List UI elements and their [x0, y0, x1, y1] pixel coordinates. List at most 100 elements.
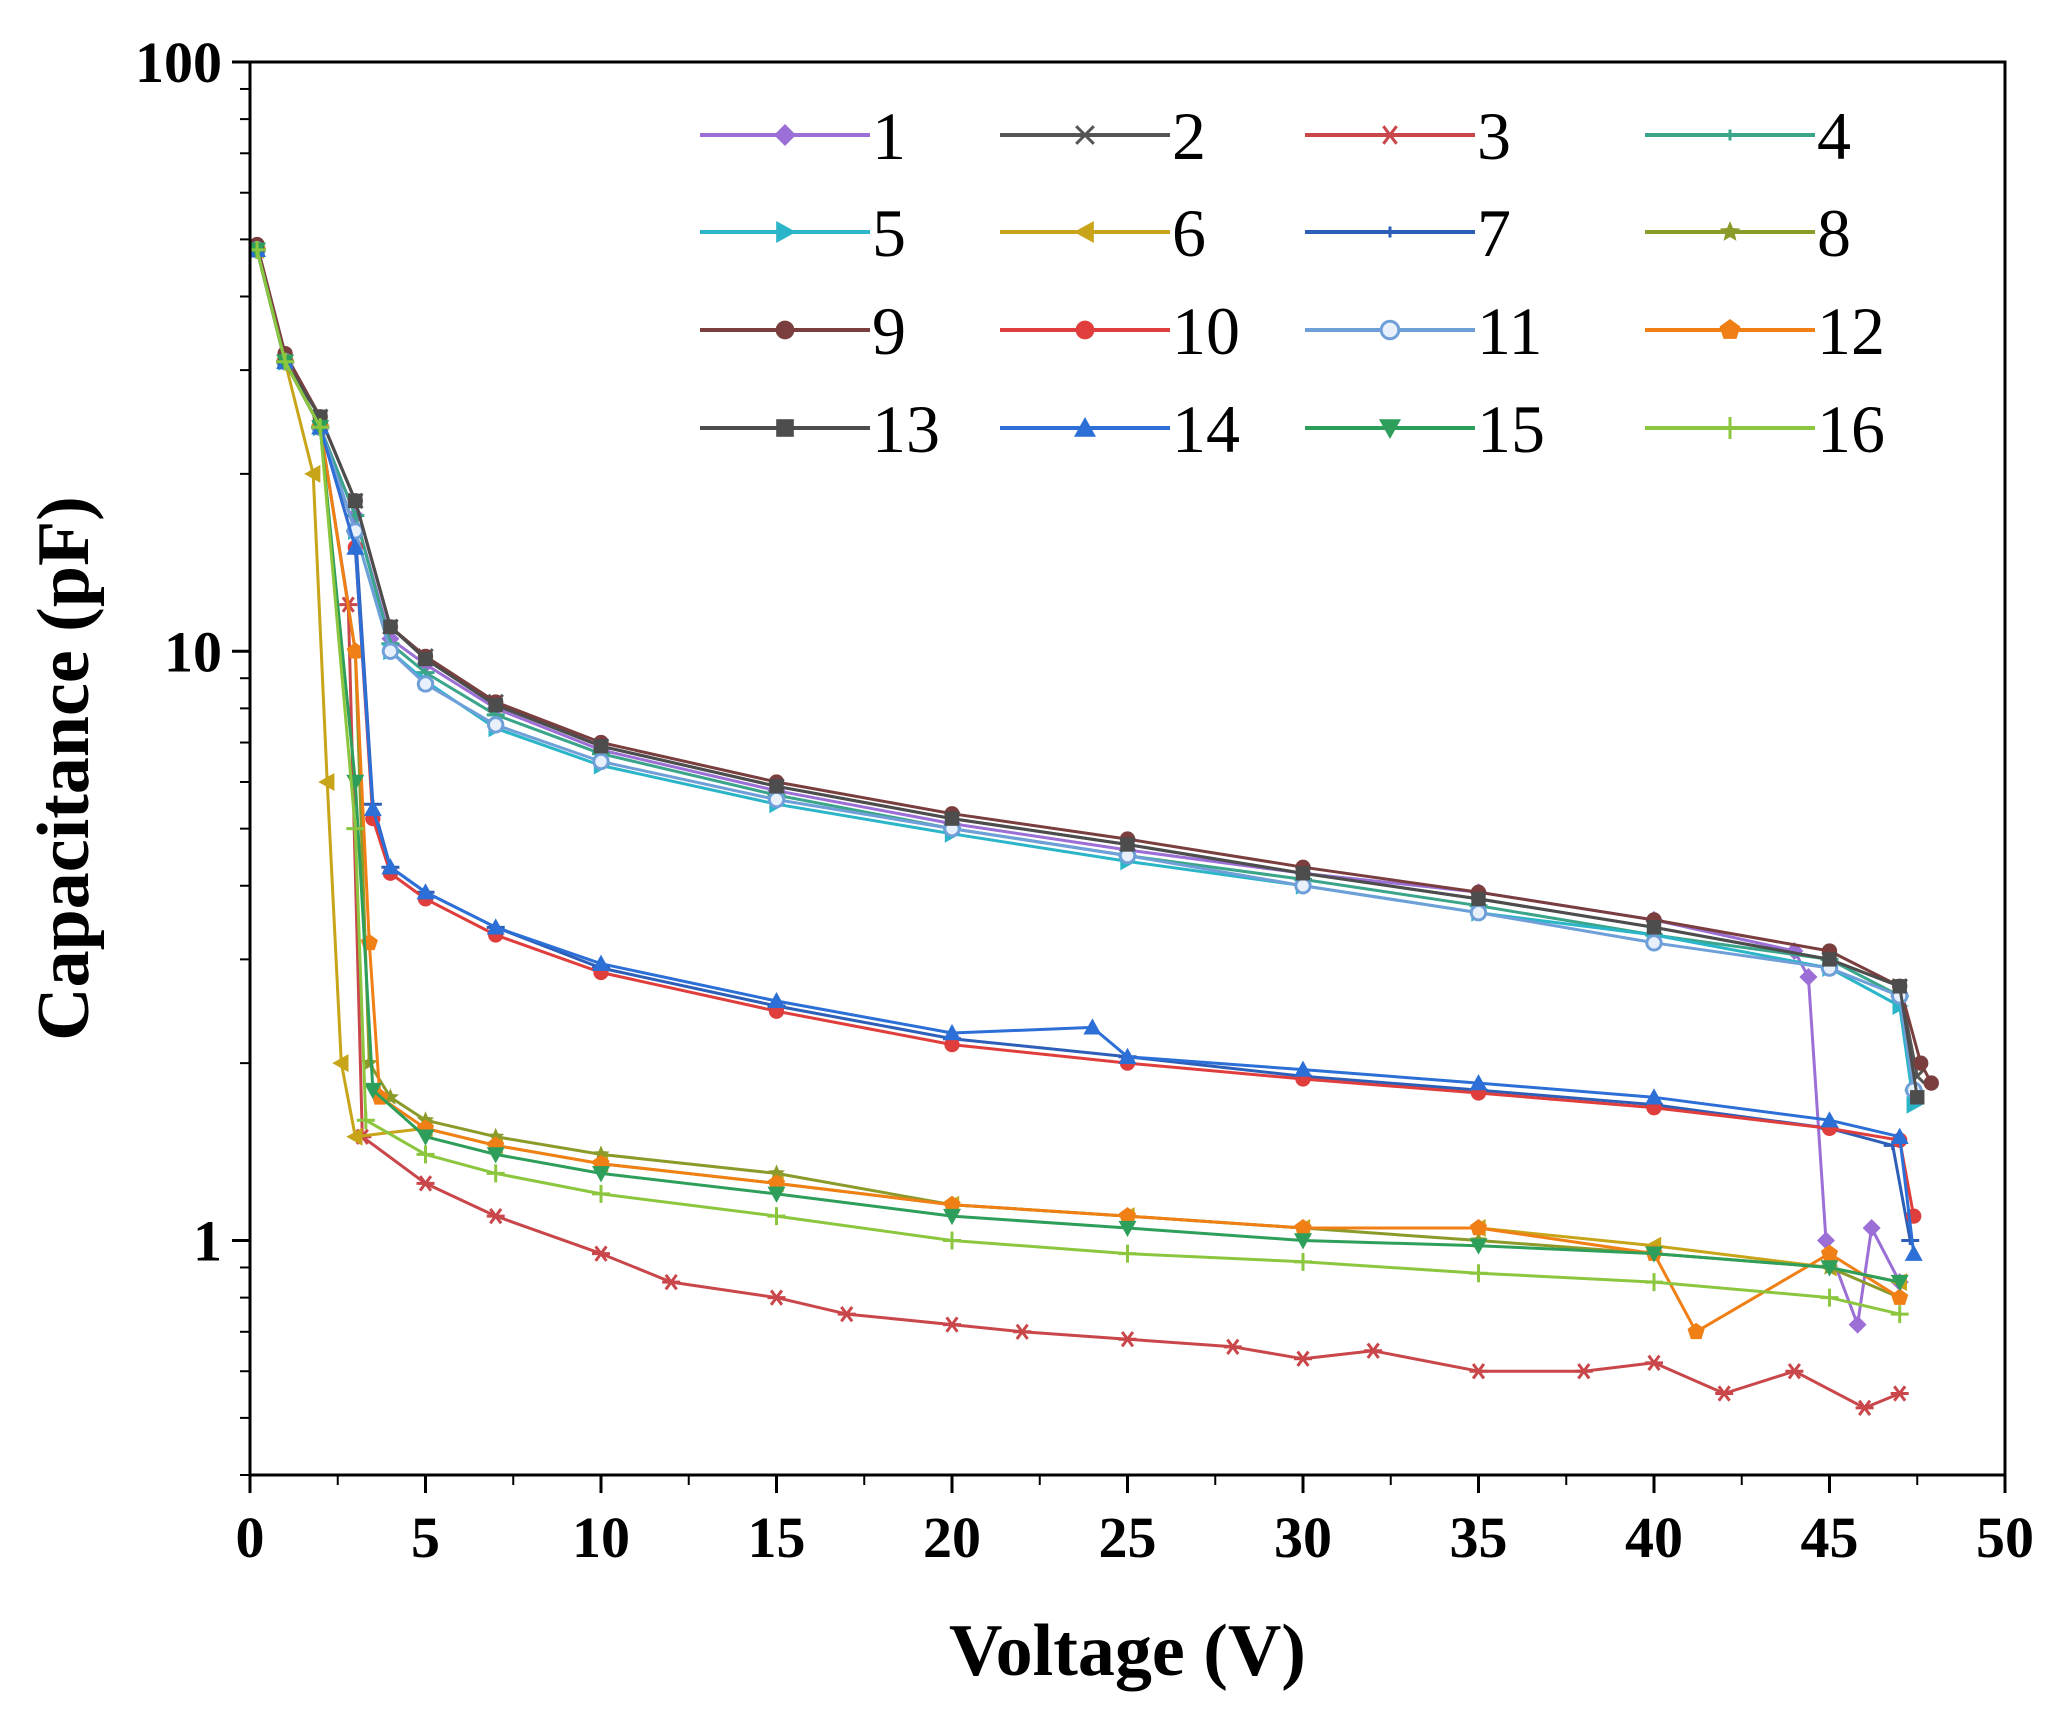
data-point [1646, 920, 1662, 935]
legend-item-7: 7 [1305, 195, 1511, 271]
data-point [944, 1036, 960, 1053]
data-point [486, 1147, 505, 1164]
data-point [356, 1111, 375, 1130]
data-point [1294, 1060, 1312, 1077]
data-point [416, 883, 435, 900]
legend-swatch-marker [776, 221, 796, 243]
x-tick-label: 35 [1450, 1505, 1508, 1570]
data-point [943, 1023, 961, 1041]
data-point [487, 716, 505, 734]
data-point [1294, 1350, 1312, 1367]
data-point [1890, 1127, 1909, 1144]
data-point [416, 1129, 435, 1146]
data-point [1855, 1399, 1874, 1416]
data-point [767, 1164, 786, 1181]
x-axis-title: Voltage (V) [949, 1610, 1306, 1692]
data-point [1645, 1354, 1663, 1371]
data-point [1469, 1363, 1488, 1380]
legend-swatch-marker [1379, 125, 1401, 145]
x-tick-label: 45 [1801, 1505, 1859, 1570]
legend-item-16: 16 [1645, 391, 1885, 467]
data-point [346, 538, 365, 555]
x-tick-label: 0 [236, 1505, 265, 1570]
data-point [1645, 1273, 1663, 1292]
legend-label: 15 [1477, 391, 1545, 467]
legend-swatch-marker [1719, 319, 1741, 339]
legend-label: 6 [1172, 195, 1206, 271]
data-point [1890, 1305, 1909, 1324]
legend-swatch-marker [1719, 417, 1741, 439]
series-line [255, 249, 1901, 1334]
data-point [346, 1127, 363, 1146]
data-point [767, 991, 786, 1009]
legend-swatch-marker [1074, 417, 1096, 437]
data-point [1294, 1233, 1312, 1250]
legend-item-15: 15 [1305, 391, 1545, 467]
data-point [1891, 1288, 1909, 1305]
legend-label: 1 [872, 98, 906, 174]
legend-item-12: 12 [1645, 293, 1885, 369]
legend-item-9: 9 [700, 293, 906, 369]
data-point [1901, 1236, 1920, 1246]
data-point [1910, 1090, 1925, 1105]
data-point [1645, 1088, 1663, 1105]
legend-item-13: 13 [700, 391, 940, 467]
data-point [1848, 1315, 1867, 1334]
data-point [1469, 1238, 1488, 1255]
legend-swatch-marker [1074, 221, 1094, 243]
data-point [943, 1316, 961, 1333]
data-point [943, 1208, 961, 1226]
data-point [1645, 934, 1663, 952]
data-point [1820, 1111, 1839, 1128]
legend-item-5: 5 [700, 195, 906, 271]
data-point [1890, 1274, 1909, 1292]
legend-label: 7 [1477, 195, 1511, 271]
legend-label: 14 [1172, 391, 1240, 467]
legend-swatch-marker [776, 419, 794, 437]
data-point [416, 1175, 435, 1192]
data-point [767, 1289, 786, 1306]
data-point [1820, 1244, 1839, 1261]
x-tick-label: 5 [411, 1505, 440, 1570]
data-point [1469, 1074, 1488, 1091]
data-point [1120, 837, 1135, 852]
data-point [486, 1164, 505, 1183]
data-point [304, 464, 321, 483]
data-point [1913, 1055, 1929, 1071]
legend-label: 16 [1817, 391, 1885, 467]
legend-swatch-marker [774, 124, 796, 146]
data-point [767, 1186, 786, 1203]
x-tick-label: 10 [572, 1505, 630, 1570]
data-point [383, 619, 398, 635]
data-point [1923, 1075, 1939, 1091]
data-point [1816, 1231, 1835, 1250]
y-axis-title: Capacitance (pF) [23, 496, 105, 1041]
legend-label: 13 [872, 391, 940, 467]
data-point [592, 1166, 610, 1183]
legend-swatch-marker [1719, 221, 1741, 241]
data-point [1574, 1363, 1593, 1380]
data-point [592, 1184, 610, 1203]
legend-label: 2 [1172, 98, 1206, 174]
data-point [943, 1195, 961, 1213]
data-point [1862, 1219, 1881, 1238]
data-point [1469, 904, 1488, 922]
legend-swatch-marker [1075, 320, 1095, 340]
data-point [1118, 1331, 1137, 1348]
legend-item-4: 4 [1645, 98, 1851, 174]
data-point [1820, 1288, 1839, 1307]
data-point [488, 697, 503, 713]
data-point [943, 1231, 961, 1250]
data-point [1294, 877, 1312, 895]
legend-label: 8 [1817, 195, 1851, 271]
data-point [662, 1274, 681, 1291]
data-point [1469, 1264, 1488, 1283]
data-point [1822, 952, 1837, 967]
x-tick-label: 50 [1976, 1505, 2034, 1570]
data-point [1687, 1322, 1705, 1340]
legend-item-3: 3 [1305, 98, 1511, 174]
data-point [418, 651, 433, 667]
